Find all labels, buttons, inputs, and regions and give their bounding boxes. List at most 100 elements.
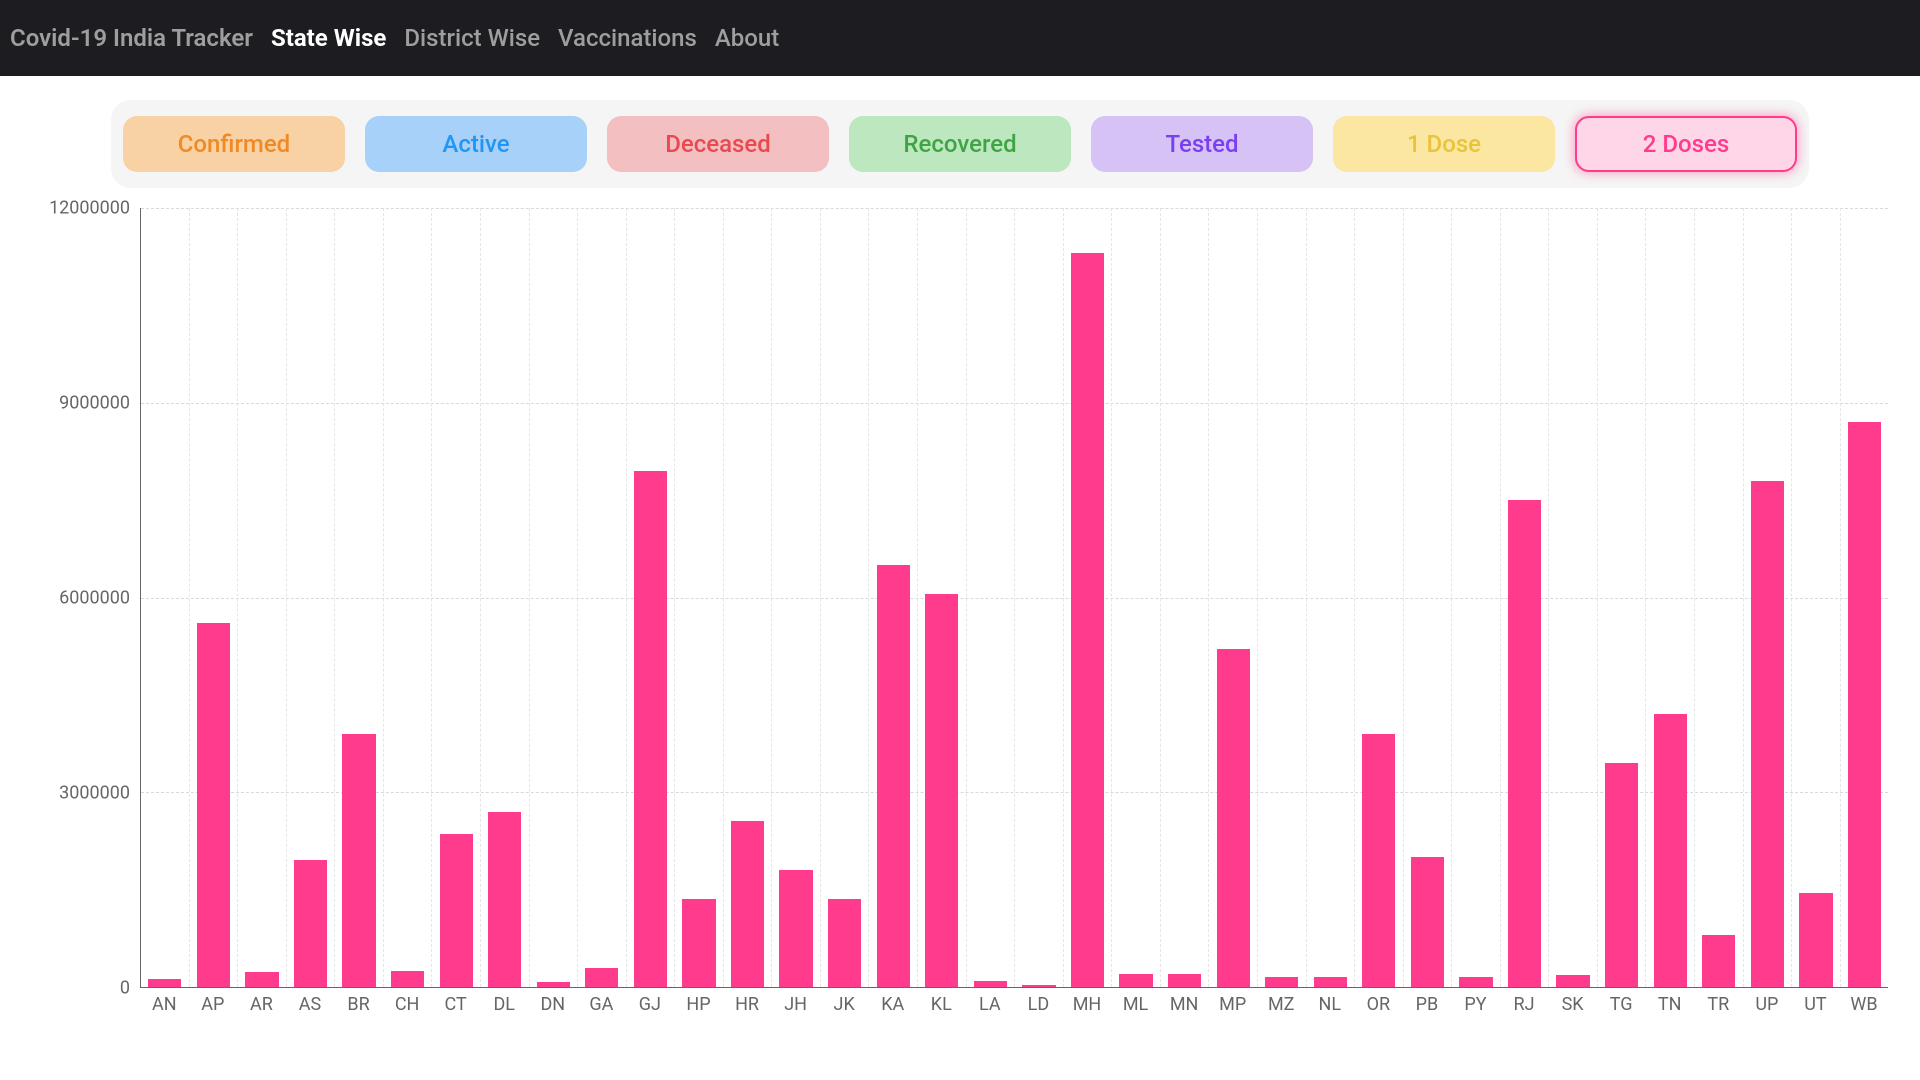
bar-AR[interactable] [245, 972, 278, 987]
bar-AP[interactable] [197, 623, 230, 987]
bar-KL[interactable] [925, 594, 958, 987]
bar-OR[interactable] [1362, 734, 1395, 987]
brand-link[interactable]: Covid-19 India Tracker [10, 24, 253, 52]
bar-CH[interactable] [391, 971, 424, 987]
x-tick-label: KA [868, 988, 917, 1018]
filter-pill-label: Tested [1165, 130, 1238, 158]
bar-AN[interactable] [148, 979, 181, 987]
bar-DL[interactable] [488, 812, 521, 987]
bar-LA[interactable] [974, 981, 1007, 987]
x-tick-label: HP [674, 988, 723, 1018]
x-tick-label: KL [917, 988, 966, 1018]
x-tick-label: SK [1548, 988, 1597, 1018]
bar-WB[interactable] [1848, 422, 1881, 987]
bar-slot [675, 208, 724, 987]
x-tick-label: ML [1111, 988, 1160, 1018]
filter-pill-recovered[interactable]: Recovered [849, 116, 1071, 172]
filter-bar: Confirmed Active Deceased Recovered Tested 1 … [111, 100, 1809, 188]
bar-slot [384, 208, 433, 987]
filter-pill-label: Active [442, 130, 509, 158]
x-tick-label: RJ [1500, 988, 1549, 1018]
x-tick-label: AP [189, 988, 238, 1018]
filter-pill-label: Confirmed [178, 130, 290, 158]
bar-SK[interactable] [1556, 975, 1589, 987]
bar-GJ[interactable] [634, 471, 667, 987]
nav-item-district-wise[interactable]: District Wise [404, 24, 540, 52]
x-tick-label: TG [1597, 988, 1646, 1018]
bar-slot [967, 208, 1016, 987]
bar-slot [1307, 208, 1356, 987]
x-tick-label: LD [1014, 988, 1063, 1018]
x-tick-label: AN [140, 988, 189, 1018]
bar-KA[interactable] [877, 565, 910, 987]
filter-pill-2-doses[interactable]: 2 Doses [1575, 116, 1797, 172]
filter-pill-label: Recovered [903, 130, 1016, 158]
bar-slot [1841, 208, 1889, 987]
bar-CT[interactable] [440, 834, 473, 987]
nav-item-state-wise[interactable]: State Wise [271, 24, 386, 52]
bar-slot [1112, 208, 1161, 987]
bar-slot [724, 208, 773, 987]
bar-AS[interactable] [294, 860, 327, 987]
nav-items: State Wise District Wise Vaccinations About [271, 24, 779, 52]
top-navbar: Covid-19 India Tracker State Wise Distric… [0, 0, 1920, 76]
bar-MZ[interactable] [1265, 977, 1298, 987]
bar-MP[interactable] [1217, 649, 1250, 987]
bar-JK[interactable] [828, 899, 861, 987]
bar-RJ[interactable] [1508, 500, 1541, 987]
nav-item-about[interactable]: About [715, 24, 779, 52]
x-tick-label: GA [577, 988, 626, 1018]
bar-UP[interactable] [1751, 481, 1784, 987]
y-tick-label: 12000000 [49, 198, 130, 219]
bar-NL[interactable] [1314, 977, 1347, 987]
x-tick-label: PB [1403, 988, 1452, 1018]
filter-pill-label: Deceased [665, 130, 771, 158]
bar-JH[interactable] [779, 870, 812, 987]
bar-PY[interactable] [1459, 977, 1492, 987]
x-tick-label: BR [334, 988, 383, 1018]
bar-slot [1452, 208, 1501, 987]
filter-pill-active[interactable]: Active [365, 116, 587, 172]
bar-TN[interactable] [1654, 714, 1687, 987]
bar-ML[interactable] [1119, 974, 1152, 987]
filter-pill-label: 1 Dose [1407, 130, 1481, 158]
bar-TG[interactable] [1605, 763, 1638, 987]
x-tick-label: AS [286, 988, 335, 1018]
bar-slot [1209, 208, 1258, 987]
filter-bar-wrap: Confirmed Active Deceased Recovered Tested 1 … [0, 100, 1920, 188]
bar-PB[interactable] [1411, 857, 1444, 987]
filter-pill-1-dose[interactable]: 1 Dose [1333, 116, 1555, 172]
x-tick-label: WB [1840, 988, 1889, 1018]
x-tick-label: DL [480, 988, 529, 1018]
bar-DN[interactable] [537, 982, 570, 987]
bar-TR[interactable] [1702, 935, 1735, 987]
x-tick-label: MH [1063, 988, 1112, 1018]
filter-pill-deceased[interactable]: Deceased [607, 116, 829, 172]
filter-pill-tested[interactable]: Tested [1091, 116, 1313, 172]
x-tick-label: OR [1354, 988, 1403, 1018]
bar-HP[interactable] [682, 899, 715, 987]
bar-slot [1064, 208, 1113, 987]
filter-pill-confirmed[interactable]: Confirmed [123, 116, 345, 172]
x-tick-label: CT [431, 988, 480, 1018]
x-tick-label: UT [1791, 988, 1840, 1018]
bar-slot [627, 208, 676, 987]
bar-slot [1695, 208, 1744, 987]
bar-UT[interactable] [1799, 893, 1832, 987]
bar-MH[interactable] [1071, 253, 1104, 987]
bar-slot [1549, 208, 1598, 987]
bar-HR[interactable] [731, 821, 764, 987]
bar-BR[interactable] [342, 734, 375, 987]
bar-MN[interactable] [1168, 974, 1201, 987]
x-tick-label: PY [1451, 988, 1500, 1018]
nav-item-vaccinations[interactable]: Vaccinations [558, 24, 697, 52]
bar-slot [432, 208, 481, 987]
x-tick-label: TR [1694, 988, 1743, 1018]
bar-GA[interactable] [585, 968, 618, 987]
y-tick-label: 3000000 [59, 783, 130, 804]
x-tick-label: JK [820, 988, 869, 1018]
bar-slot [1161, 208, 1210, 987]
x-tick-label: HR [723, 988, 772, 1018]
plot-region [140, 208, 1888, 988]
bar-LD[interactable] [1022, 985, 1055, 987]
